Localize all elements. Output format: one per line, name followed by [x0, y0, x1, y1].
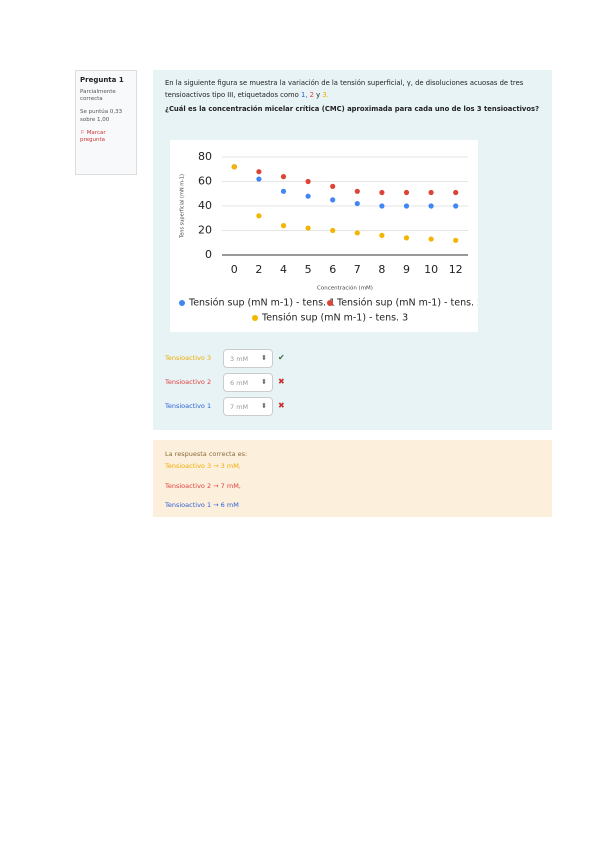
label-2: 2: [309, 90, 314, 99]
x-tick-label: 6: [329, 263, 336, 276]
x-tick-label: 4: [280, 263, 287, 276]
feedback-line: Tensioactivo 3 → 3 mM,: [165, 462, 241, 470]
answer-icon: ✖: [278, 377, 285, 386]
x-tick-label: 5: [305, 263, 312, 276]
y-tick-label: 60: [198, 175, 212, 188]
data-point: [379, 232, 385, 238]
x-tick-label: 10: [424, 263, 438, 276]
data-point: [403, 189, 410, 196]
data-point: [280, 174, 287, 180]
feedback-line: Tensioactivo 2 → 7 mM,: [165, 482, 241, 490]
y-tick-label: 40: [198, 199, 212, 212]
y-tick-label: 80: [198, 150, 212, 163]
data-point: [330, 197, 336, 203]
data-point: [354, 188, 360, 194]
data-point: [305, 193, 311, 199]
data-point: [453, 203, 459, 209]
data-point: [256, 169, 262, 175]
answer-label: Tensioactivo 3: [165, 354, 212, 362]
data-point: [354, 230, 360, 236]
data-point: [379, 189, 385, 196]
question-state: Parcialmente correcta: [80, 88, 116, 103]
answer-label: Tensioactivo 2: [165, 378, 212, 386]
data-point: [428, 203, 434, 209]
data-point: [256, 213, 262, 219]
answer-icon: ✔: [278, 353, 285, 362]
flag-text[interactable]: Marcar pregunta: [80, 129, 106, 144]
data-point: [354, 200, 360, 207]
data-point: [453, 237, 459, 243]
x-axis-label: Concentración (mM): [317, 285, 373, 292]
prompt: ¿Cuál es la concentración micelar crític…: [165, 104, 540, 113]
x-tick-label: 8: [378, 263, 385, 276]
intro: En la siguiente figura se muestra la var…: [165, 79, 524, 99]
data-point: [330, 227, 336, 234]
y-axis-label: Tens superficial (mN m-1): [180, 174, 186, 239]
data-point: [231, 164, 237, 170]
data-point: [379, 203, 385, 209]
feedback-title: La respuesta correcta es:: [165, 450, 248, 458]
legend-marker: [252, 315, 258, 321]
y-tick-label: 0: [205, 248, 212, 261]
data-point: [428, 236, 434, 242]
answer-select[interactable]: 6 mM: [223, 373, 273, 392]
and: y: [316, 90, 321, 99]
data-point: [330, 183, 336, 189]
x-tick-label: 12: [449, 263, 463, 276]
legend-label: Tensión sup (mN m-1) - tens. 2: [336, 298, 478, 309]
feedback-line: Tensioactivo 1 → 6 mM: [165, 501, 239, 509]
data-point: [403, 203, 410, 209]
label-1: 1,: [301, 90, 308, 99]
question-grade: Se puntúa 0,33 sobre 1,00: [80, 109, 123, 123]
chart-bg: [170, 140, 478, 332]
x-tick-label: 2: [255, 263, 262, 276]
data-point: [428, 189, 434, 196]
question-number: Pregunta 1: [80, 76, 124, 84]
question-text: En la siguiente figura se muestra la var…: [165, 78, 550, 116]
x-tick-label: 0: [231, 263, 238, 276]
x-tick-label: 7: [354, 263, 361, 276]
data-point: [403, 235, 410, 241]
y-tick-label: 20: [198, 224, 212, 237]
answer-select[interactable]: 7 mM: [223, 397, 273, 416]
answer-label: Tensioactivo 1: [165, 402, 212, 410]
legend-marker: [327, 300, 333, 306]
label-3: 3.: [322, 90, 329, 99]
data-point: [453, 189, 459, 196]
question-box: En la siguiente figura se muestra la var…: [153, 70, 552, 430]
data-point: [305, 225, 311, 231]
flag-question[interactable]: ⚐ Marcar pregunta: [80, 129, 106, 144]
question-info: Pregunta 1 Parcialmente correcta Se punt…: [75, 70, 137, 175]
legend-marker: [179, 300, 185, 306]
data-point: [280, 223, 287, 229]
x-tick-label: 9: [403, 263, 410, 276]
data-point: [280, 188, 287, 194]
legend-label: Tensión sup (mN m-1) - tens. 3: [261, 313, 408, 324]
answer-select[interactable]: 3 mM: [223, 349, 273, 368]
legend-label: Tensión sup (mN m-1) - tens. 1: [188, 298, 335, 309]
data-point: [256, 176, 262, 182]
data-point: [305, 178, 311, 185]
answer-icon: ✖: [278, 401, 285, 410]
feedback-box: La respuesta correcta es: Tensioactivo 3…: [153, 440, 552, 517]
